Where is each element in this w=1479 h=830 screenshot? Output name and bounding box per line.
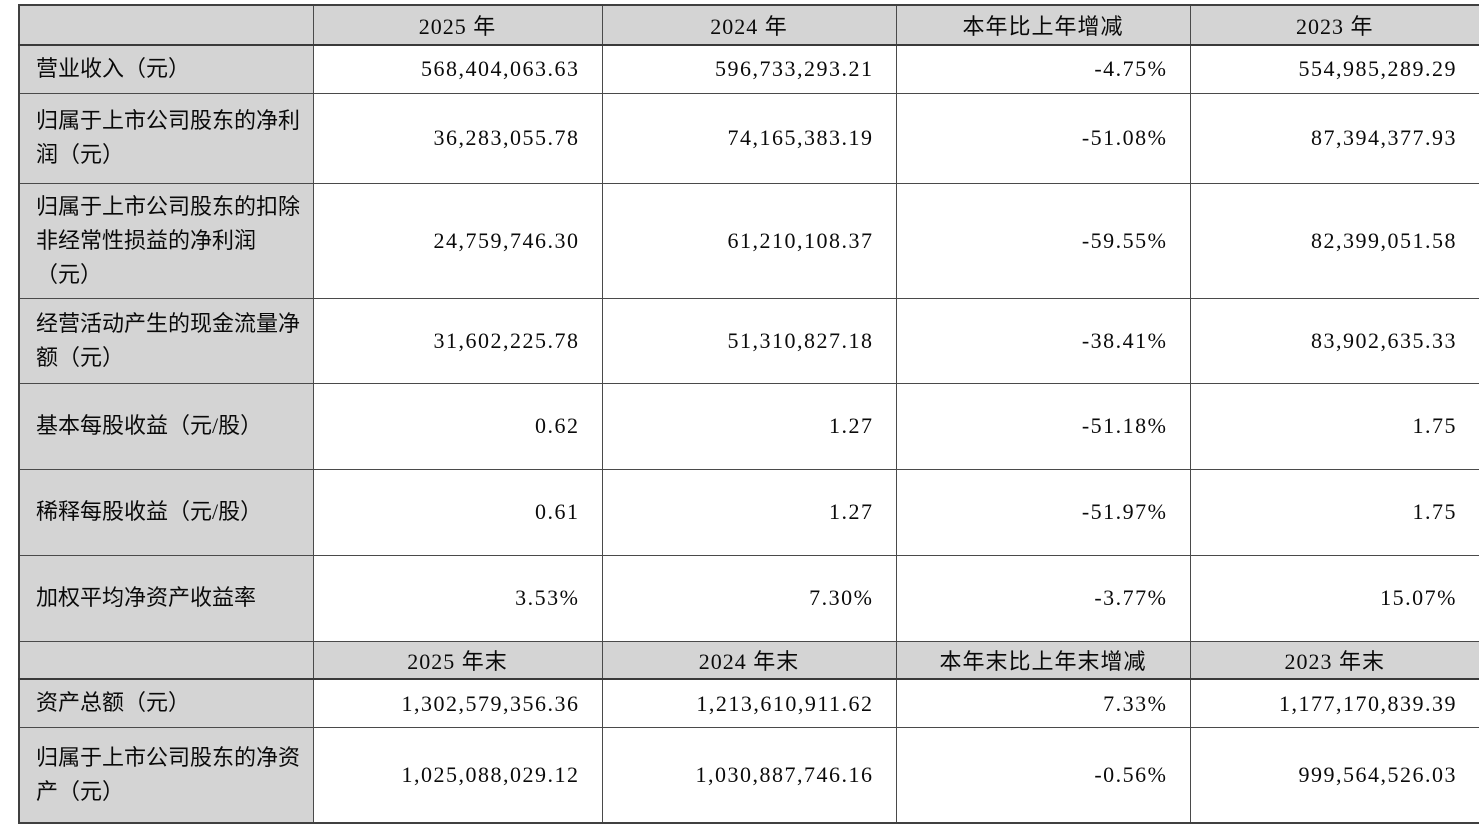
table-row-operating-revenue: 营业收入（元） 568,404,063.63 596,733,293.21 -4… <box>18 44 1479 94</box>
table-row-net-assets: 归属于上市公司股东的净资产（元） 1,025,088,029.12 1,030,… <box>18 726 1479 824</box>
table-row-net-profit: 归属于上市公司股东的净利润（元） 36,283,055.78 74,165,38… <box>18 92 1479 184</box>
cell-change: -51.18% <box>895 382 1191 470</box>
cell-2025: 36,283,055.78 <box>312 92 603 184</box>
table-row-net-profit-deducted: 归属于上市公司股东的扣除非经常性损益的净利润（元） 24,759,746.30 … <box>18 182 1479 299</box>
cell-2025: 1,302,579,356.36 <box>312 678 603 728</box>
corner-cell <box>18 4 314 46</box>
cell-change: -0.56% <box>895 726 1191 824</box>
cell-2023: 1,177,170,839.39 <box>1189 678 1479 728</box>
col-header-2024-end: 2024 年末 <box>601 640 897 681</box>
cell-2024: 596,733,293.21 <box>601 44 897 94</box>
cell-2024: 74,165,383.19 <box>601 92 897 184</box>
row-label: 基本每股收益（元/股） <box>18 382 314 470</box>
key-financials-table: 2025 年 2024 年 本年比上年增减 2023 年 营业收入（元） 568… <box>18 4 1479 825</box>
cell-change: -3.77% <box>895 554 1191 642</box>
cell-change: -4.75% <box>895 44 1191 94</box>
cell-2025: 568,404,063.63 <box>312 44 603 94</box>
cell-change: -51.08% <box>895 92 1191 184</box>
col-header-2025-end: 2025 年末 <box>312 640 603 681</box>
cell-2023: 554,985,289.29 <box>1189 44 1479 94</box>
cell-2024: 7.30% <box>601 554 897 642</box>
period-end-header-row: 2025 年末 2024 年末 本年末比上年末增减 2023 年末 <box>18 640 1479 681</box>
cell-2023: 87,394,377.93 <box>1189 92 1479 184</box>
col-header-2023-end: 2023 年末 <box>1189 640 1479 681</box>
col-header-2025: 2025 年 <box>312 4 603 46</box>
table-row-weighted-avg-roe: 加权平均净资产收益率 3.53% 7.30% -3.77% 15.07% <box>18 554 1479 642</box>
cell-change: 7.33% <box>895 678 1191 728</box>
cell-2025: 3.53% <box>312 554 603 642</box>
corner-cell <box>18 640 314 681</box>
cell-2023: 15.07% <box>1189 554 1479 642</box>
cell-2023: 83,902,635.33 <box>1189 297 1479 384</box>
cell-2024: 1,213,610,911.62 <box>601 678 897 728</box>
cell-2024: 1.27 <box>601 468 897 556</box>
cell-2025: 0.62 <box>312 382 603 470</box>
row-label: 归属于上市公司股东的净资产（元） <box>18 726 314 824</box>
col-header-2024: 2024 年 <box>601 4 897 46</box>
cell-2024: 1,030,887,746.16 <box>601 726 897 824</box>
table-row-total-assets: 资产总额（元） 1,302,579,356.36 1,213,610,911.6… <box>18 678 1479 728</box>
row-label: 稀释每股收益（元/股） <box>18 468 314 556</box>
period-header-row: 2025 年 2024 年 本年比上年增减 2023 年 <box>18 4 1479 46</box>
cell-2025: 31,602,225.78 <box>312 297 603 384</box>
col-header-2023: 2023 年 <box>1189 4 1479 46</box>
row-label: 归属于上市公司股东的净利润（元） <box>18 92 314 184</box>
row-label: 资产总额（元） <box>18 678 314 728</box>
cell-2025: 24,759,746.30 <box>312 182 603 299</box>
cell-2023: 1.75 <box>1189 468 1479 556</box>
row-label: 加权平均净资产收益率 <box>18 554 314 642</box>
cell-2025: 1,025,088,029.12 <box>312 726 603 824</box>
table-row-operating-cash-flow: 经营活动产生的现金流量净额（元） 31,602,225.78 51,310,82… <box>18 297 1479 384</box>
cell-2023: 1.75 <box>1189 382 1479 470</box>
table-row-diluted-eps: 稀释每股收益（元/股） 0.61 1.27 -51.97% 1.75 <box>18 468 1479 556</box>
cell-2025: 0.61 <box>312 468 603 556</box>
cell-2024: 51,310,827.18 <box>601 297 897 384</box>
cell-change: -59.55% <box>895 182 1191 299</box>
row-label: 归属于上市公司股东的扣除非经常性损益的净利润（元） <box>18 182 314 299</box>
row-label: 营业收入（元） <box>18 44 314 94</box>
cell-2023: 999,564,526.03 <box>1189 726 1479 824</box>
col-header-end-change: 本年末比上年末增减 <box>895 640 1191 681</box>
cell-change: -38.41% <box>895 297 1191 384</box>
cell-2024: 1.27 <box>601 382 897 470</box>
cell-2024: 61,210,108.37 <box>601 182 897 299</box>
row-label: 经营活动产生的现金流量净额（元） <box>18 297 314 384</box>
cell-change: -51.97% <box>895 468 1191 556</box>
cell-2023: 82,399,051.58 <box>1189 182 1479 299</box>
table-row-basic-eps: 基本每股收益（元/股） 0.62 1.27 -51.18% 1.75 <box>18 382 1479 470</box>
col-header-yoy-change: 本年比上年增减 <box>895 4 1191 46</box>
